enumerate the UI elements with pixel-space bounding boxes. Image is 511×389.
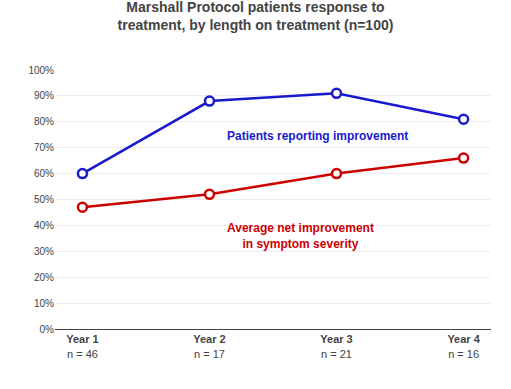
svg-text:Average net improvementin symp: Average net improvementin symptom severi… — [227, 221, 374, 251]
svg-text:60%: 60% — [34, 168, 54, 179]
svg-text:70%: 70% — [34, 142, 54, 153]
svg-text:Year 1n = 46: Year 1n = 46 — [66, 333, 98, 359]
svg-text:90%: 90% — [34, 90, 54, 101]
svg-text:Year 2n = 17: Year 2n = 17 — [193, 333, 225, 359]
svg-text:100%: 100% — [28, 65, 54, 76]
svg-text:Marshall Protocol patients res: Marshall Protocol patients response totr… — [118, 0, 394, 33]
svg-text:40%: 40% — [34, 220, 54, 231]
svg-text:Year 3n = 21: Year 3n = 21 — [320, 333, 352, 359]
svg-text:20%: 20% — [34, 272, 54, 283]
svg-text:50%: 50% — [34, 194, 54, 205]
svg-text:30%: 30% — [34, 246, 54, 257]
svg-text:0%: 0% — [40, 324, 55, 335]
svg-text:Patients reporting improvement: Patients reporting improvement — [227, 129, 408, 143]
svg-text:Year 4n = 16: Year 4n = 16 — [447, 333, 480, 359]
svg-text:80%: 80% — [34, 116, 54, 127]
svg-text:10%: 10% — [34, 298, 54, 309]
